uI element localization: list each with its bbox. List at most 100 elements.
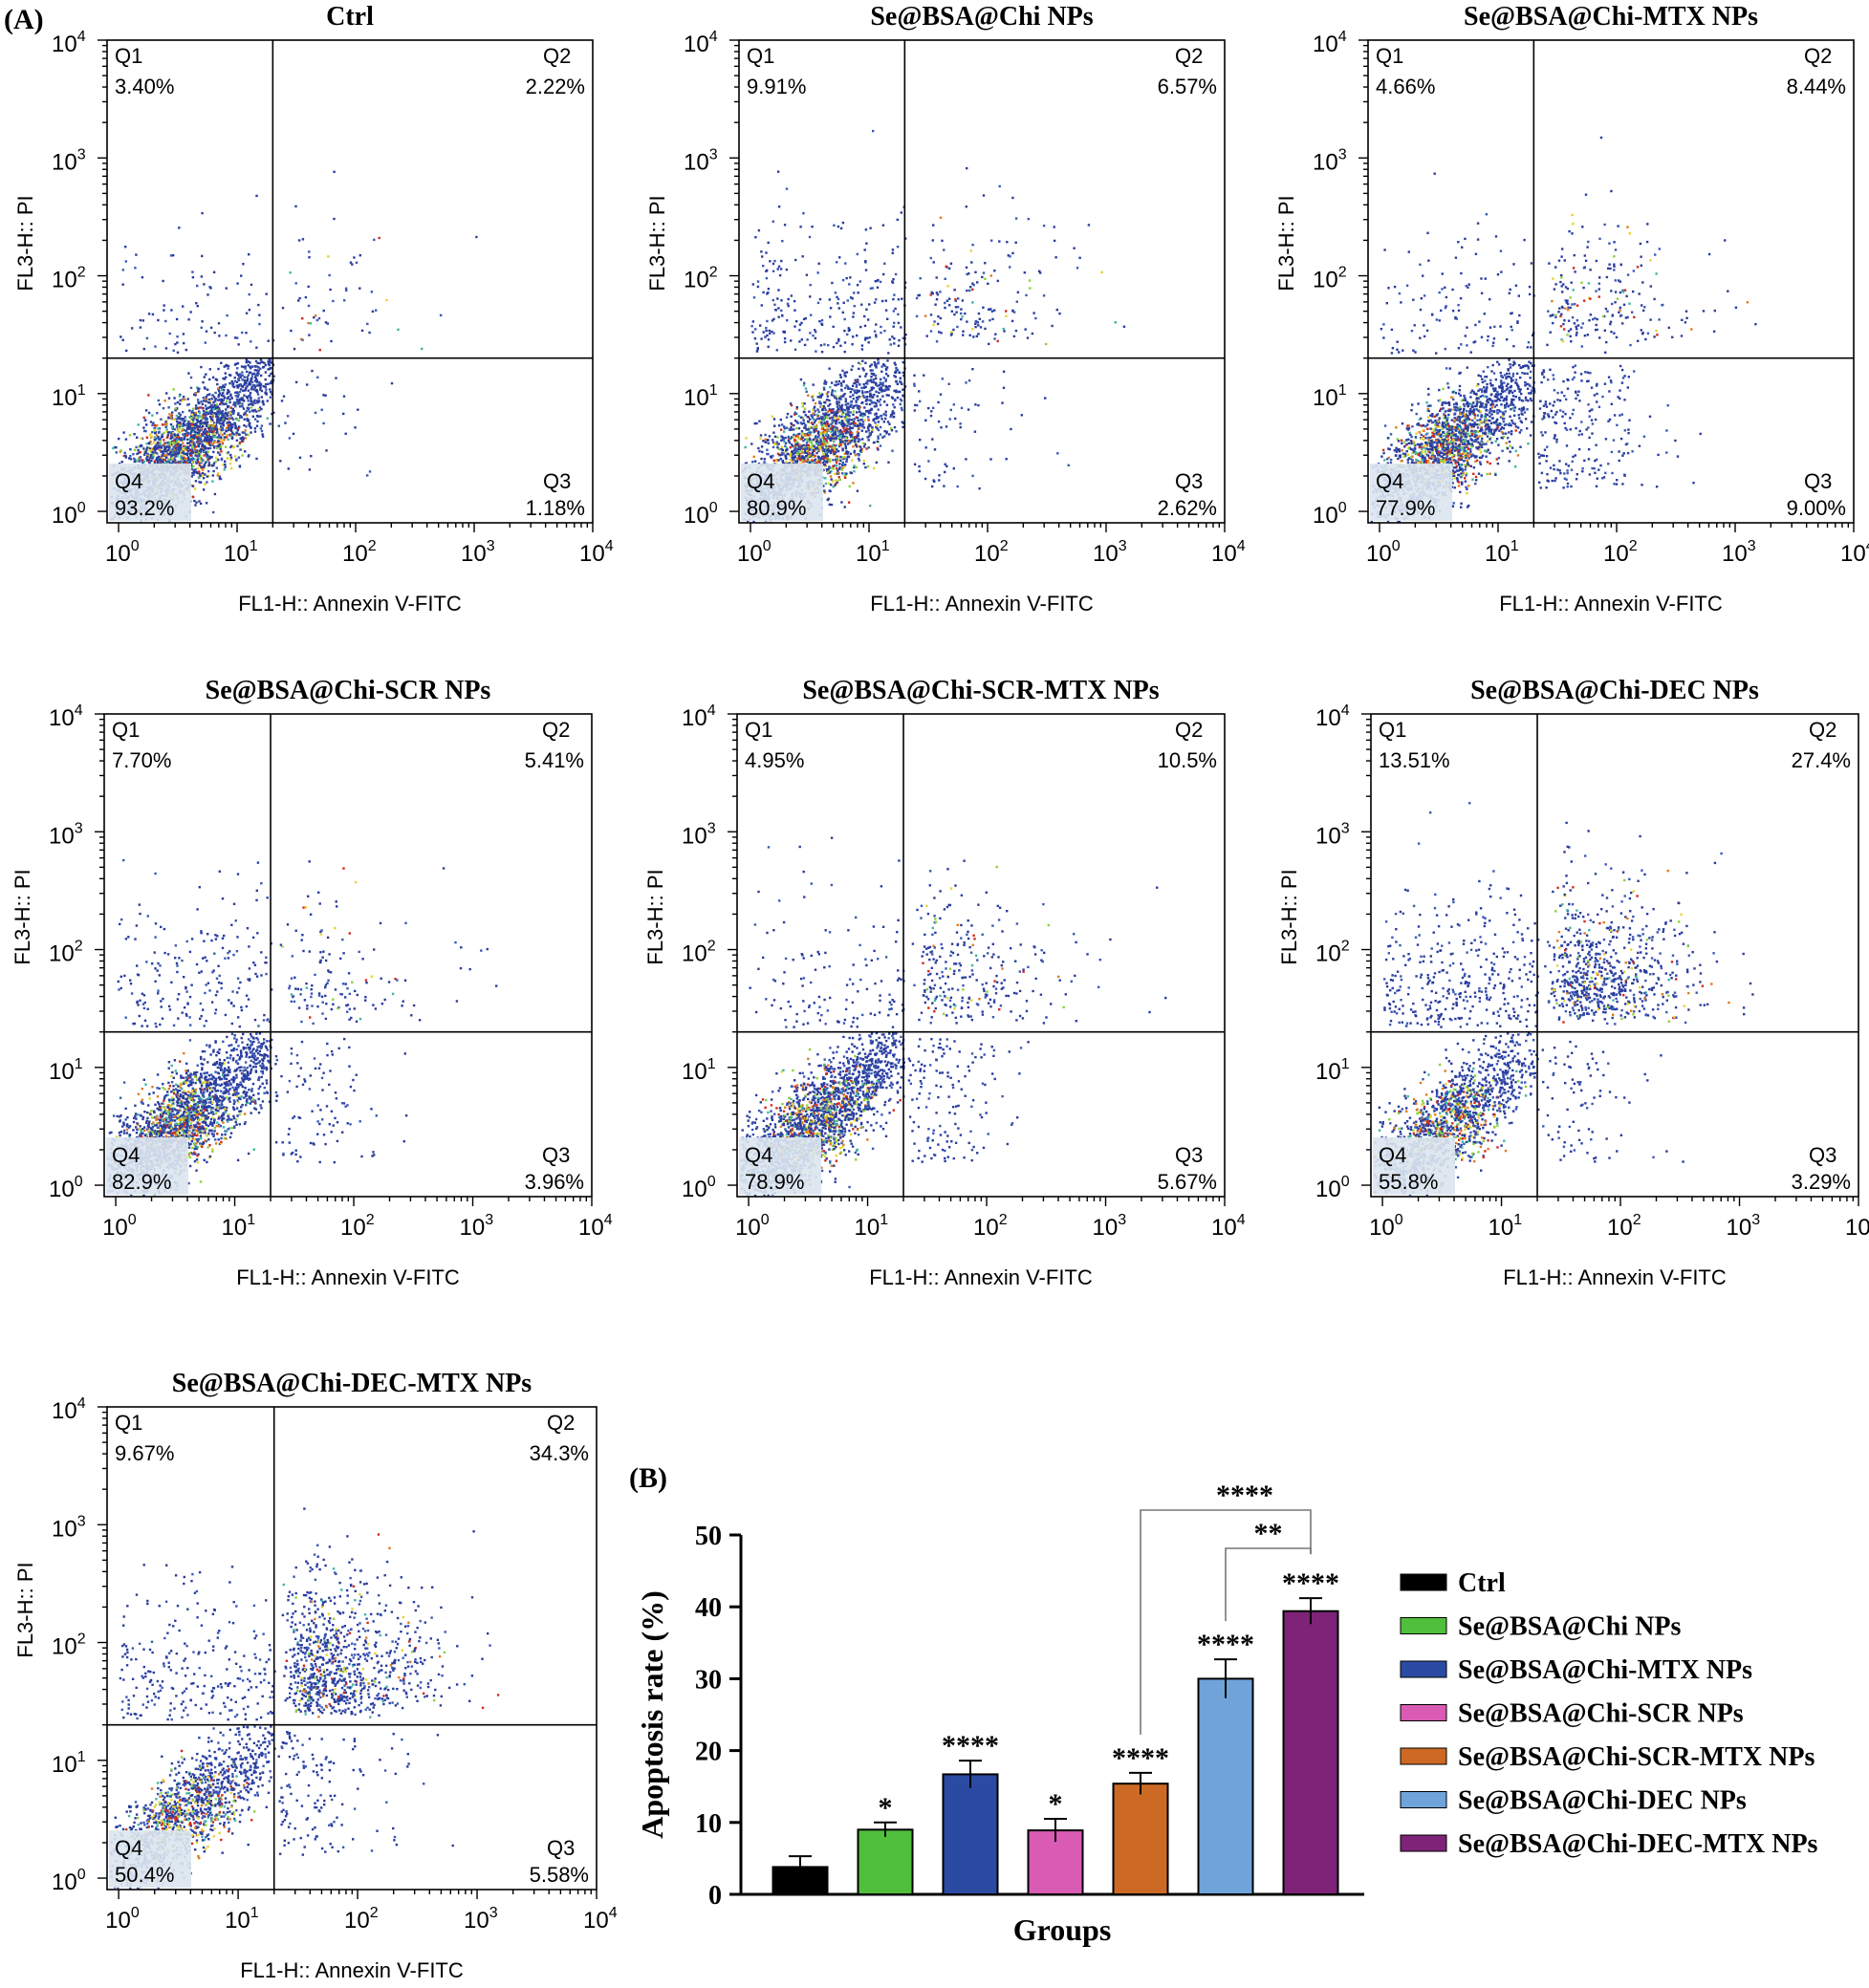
- y-tick-label: 104: [49, 702, 83, 731]
- axis-ticks: [1361, 713, 1859, 1206]
- plot-title: Se@BSA@Chi-SCR NPs: [206, 676, 491, 705]
- quadrant-q1-name: Q1: [1379, 718, 1406, 742]
- panel-b-label: (B): [629, 1462, 667, 1494]
- y-tick-label: 104: [52, 29, 86, 57]
- plot-frame: [106, 1406, 598, 1891]
- x-tick-label: 102: [344, 1905, 379, 1934]
- x-tick-label: 104: [1211, 538, 1246, 567]
- plot-title: Se@BSA@Chi-SCR-MTX NPs: [802, 676, 1159, 705]
- quadrant-q4-value: 77.9%: [1376, 496, 1435, 520]
- x-tick-label: 104: [1845, 1212, 1869, 1241]
- y-tick-label: 101: [49, 1056, 83, 1085]
- significance-marker: ****: [1197, 1629, 1254, 1660]
- quadrant-q1-name: Q1: [112, 718, 140, 742]
- plot-title: Se@BSA@Chi-DEC NPs: [1470, 676, 1759, 705]
- legend-entry: Se@BSA@Chi-DEC-MTX NPs: [1458, 1829, 1818, 1859]
- y-tick-label: 20: [695, 1738, 722, 1767]
- y-axis-label: FL3-H:: PI: [13, 1562, 37, 1657]
- x-tick-label: 102: [973, 1212, 1008, 1241]
- quadrant-q4-name: Q4: [747, 469, 774, 493]
- y-axis-label: FL3-H:: PI: [643, 869, 667, 964]
- legend: Ctrl Se@BSA@Chi NPs Se@BSA@Chi-MTX NPs Se@B…: [1400, 1568, 1818, 1859]
- scatter-events: [742, 129, 1126, 523]
- quadrant-q3-name: Q3: [1804, 469, 1832, 493]
- axis-ticks: [95, 713, 593, 1206]
- y-tick-label: 101: [52, 1749, 86, 1778]
- quadrant-q3-name: Q3: [1175, 469, 1203, 493]
- bar-5: [1112, 1783, 1169, 1896]
- y-axis-label: FL3-H:: PI: [1277, 869, 1301, 964]
- quadrant-q2-name: Q2: [1175, 44, 1203, 68]
- quadrant-q4-name: Q4: [1379, 1143, 1406, 1167]
- quadrant-q1-value: 3.40%: [115, 75, 174, 98]
- y-axis-label: FL3-H:: PI: [13, 195, 37, 291]
- x-tick-label: 101: [224, 538, 258, 567]
- x-axis-label: FL1-H:: Annexin V-FITC: [1503, 1265, 1727, 1289]
- quadrant-q1-name: Q1: [115, 1411, 142, 1435]
- y-tick-label: 0: [708, 1881, 722, 1911]
- y-tick-label: 100: [1315, 1174, 1350, 1202]
- significance-marker: ****: [1112, 1742, 1169, 1774]
- q4-label-box: [109, 1830, 191, 1888]
- quadrant-q2-value: 5.41%: [525, 748, 584, 772]
- y-tick-label: 104: [1315, 702, 1350, 731]
- y-tick-label: 102: [684, 265, 718, 293]
- legend-swatch: [1400, 1791, 1447, 1808]
- quadrant-q4-value: 55.8%: [1379, 1170, 1438, 1194]
- quadrant-q1-value: 9.91%: [747, 75, 806, 98]
- quadrant-q3-name: Q3: [542, 1143, 570, 1167]
- x-tick-label: 103: [1093, 538, 1127, 567]
- comparison-bracket: [1140, 1509, 1312, 1735]
- quadrant-q1-name: Q1: [745, 718, 772, 742]
- legend-entry: Se@BSA@Chi-MTX NPs: [1458, 1655, 1752, 1685]
- x-axis-label: FL1-H:: Annexin V-FITC: [240, 1958, 464, 1982]
- y-tick-label: 100: [682, 1174, 716, 1202]
- x-axis-label: FL1-H:: Annexin V-FITC: [870, 592, 1094, 616]
- quadrant-q3-name: Q3: [543, 469, 571, 493]
- quadrant-q2-name: Q2: [543, 44, 571, 68]
- quadrant-q4-name: Q4: [115, 1836, 142, 1860]
- axis-ticks: [729, 39, 1226, 532]
- x-tick-label: 101: [1485, 538, 1519, 567]
- q4-label-box: [1373, 1137, 1455, 1195]
- quadrant-q1-value: 4.66%: [1376, 75, 1435, 98]
- quadrant-q4-value: 78.9%: [745, 1170, 804, 1194]
- y-tick-label: 104: [684, 29, 718, 57]
- y-tick-label: 50: [695, 1522, 722, 1551]
- x-tick-label: 102: [342, 538, 377, 567]
- quadrant-q1-value: 9.67%: [115, 1441, 174, 1465]
- y-tick-label: 100: [52, 500, 86, 529]
- y-tick-label: 101: [1313, 382, 1347, 411]
- comparison-bracket: [1225, 1547, 1312, 1622]
- legend-swatch: [1400, 1834, 1447, 1852]
- x-tick-label: 100: [105, 538, 140, 567]
- legend-entry: Se@BSA@Chi-SCR NPs: [1458, 1699, 1744, 1729]
- quadrant-q1-name: Q1: [747, 44, 774, 68]
- y-tick-label: 103: [682, 820, 716, 849]
- x-axis-label: FL1-H:: Annexin V-FITC: [236, 1265, 460, 1289]
- significance-marker: *: [879, 1792, 893, 1824]
- quadrant-q4-name: Q4: [745, 1143, 772, 1167]
- quadrant-q1-name: Q1: [115, 44, 142, 68]
- axis-ticks: [1358, 39, 1855, 532]
- x-tick-label: 103: [1722, 538, 1756, 567]
- comparison-label: **: [1254, 1518, 1283, 1549]
- y-tick-label: 10: [695, 1809, 722, 1839]
- x-tick-label: 104: [583, 1905, 618, 1934]
- quadrant-q3-value: 3.29%: [1792, 1170, 1851, 1194]
- x-tick-label: 103: [1093, 1212, 1127, 1241]
- quadrant-q3-name: Q3: [1809, 1143, 1836, 1167]
- quadrant-q3-value: 1.18%: [526, 496, 585, 520]
- legend-entry: Se@BSA@Chi-SCR-MTX NPs: [1458, 1742, 1815, 1772]
- x-tick-label: 103: [461, 538, 495, 567]
- y-tick-label: 104: [52, 1395, 86, 1424]
- legend-entry: Ctrl: [1458, 1568, 1506, 1598]
- quadrant-q4-value: 93.2%: [115, 496, 174, 520]
- x-tick-label: 101: [855, 1212, 889, 1241]
- y-tick-label: 103: [52, 1513, 86, 1542]
- quadrant-q4-name: Q4: [1376, 469, 1403, 493]
- quadrant-q1-value: 4.95%: [745, 748, 804, 772]
- y-tick-label: 104: [682, 702, 716, 731]
